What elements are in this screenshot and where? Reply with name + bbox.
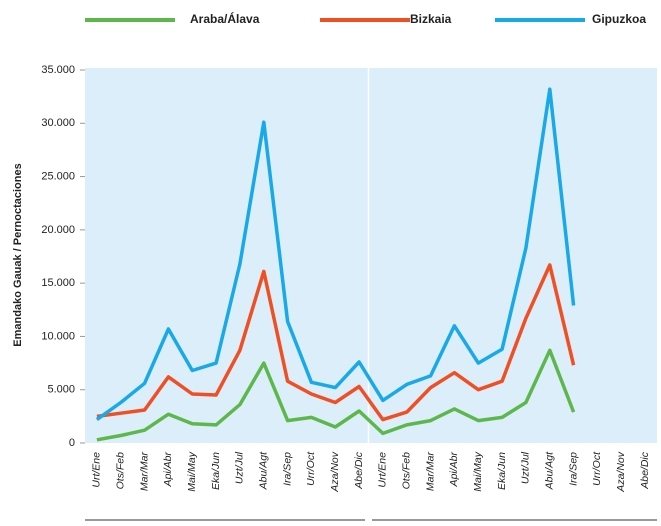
series-line: [96, 348, 576, 442]
x-tick-label: Api/Abr: [448, 452, 460, 488]
series-line: [95, 87, 576, 422]
y-tick-label: 35.000: [41, 64, 75, 76]
y-tick-label: 15.000: [41, 277, 75, 289]
x-tick-label: Eka/Jun: [210, 452, 222, 490]
x-tick-label: Abu/Agt: [544, 451, 556, 490]
x-tick-label: Eka/Jun: [496, 452, 508, 490]
x-tick-label: Uzt/Jul: [520, 451, 532, 484]
y-tick-label: 30.000: [41, 117, 75, 129]
legend-label: Gipuzkoa: [592, 12, 646, 26]
x-tick-label: Urr/Oct: [305, 451, 317, 486]
x-tick-label: Mai/May: [472, 451, 484, 491]
x-tick-label: Ots/Feb: [115, 452, 127, 490]
x-tick-label: Abe/Dic: [639, 451, 651, 490]
x-tick-label: Aza/Nov: [329, 451, 341, 492]
y-axis-label: Emandako Gauak / Pernoctaciones: [12, 163, 24, 346]
y-tick-label: 0: [69, 437, 75, 449]
x-tick-label: Mai/May: [186, 451, 198, 491]
x-tick-label: Urt/Ene: [91, 452, 103, 488]
y-tick-label: 5.000: [47, 384, 75, 396]
x-tick-label: Abe/Dic: [353, 451, 365, 490]
legend-label: Araba/Álava: [190, 11, 260, 26]
y-tick-label: 10.000: [41, 330, 75, 342]
x-tick-label: Ira/Sep: [567, 452, 579, 486]
plot-background: [85, 68, 657, 443]
y-tick-label: 20.000: [41, 224, 75, 236]
x-tick-label: Mar/Mar: [424, 452, 436, 492]
x-tick-label: Ots/Feb: [401, 452, 413, 490]
legend-label: Bizkaia: [410, 12, 452, 26]
x-tick-label: Urt/Ene: [377, 452, 389, 488]
y-tick-label: 25.000: [41, 170, 75, 182]
x-tick-label: Abu/Agt: [258, 451, 270, 490]
series-line: [96, 263, 576, 422]
x-tick-label: Aza/Nov: [615, 451, 627, 492]
x-tick-label: Uzt/Jul: [234, 451, 246, 484]
x-tick-label: Urr/Oct: [591, 451, 603, 486]
x-tick-label: Mar/Mar: [138, 452, 150, 492]
x-tick-label: Api/Abr: [162, 452, 174, 488]
x-tick-label: Ira/Sep: [281, 452, 293, 486]
